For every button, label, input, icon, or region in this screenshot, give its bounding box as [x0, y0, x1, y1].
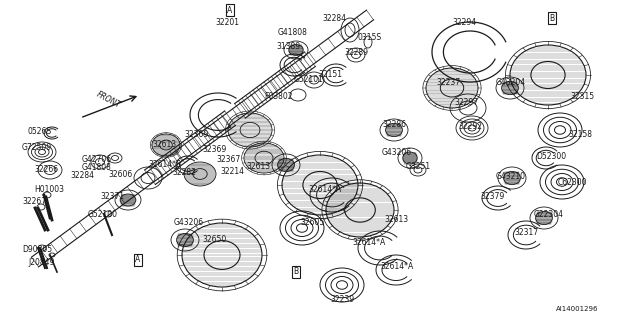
Text: G43206: G43206	[174, 218, 204, 227]
Text: 32315: 32315	[570, 92, 594, 101]
Text: 32297: 32297	[454, 98, 478, 107]
Text: 32289: 32289	[344, 48, 368, 57]
Text: 32613: 32613	[246, 162, 270, 171]
Text: 32267: 32267	[22, 197, 46, 206]
Text: A: A	[227, 5, 232, 14]
Text: G52101: G52101	[294, 75, 324, 84]
Text: 32201: 32201	[215, 18, 239, 27]
Text: B: B	[293, 268, 299, 276]
Text: J20849: J20849	[28, 258, 54, 267]
Text: 32613: 32613	[384, 215, 408, 224]
Text: G43210: G43210	[496, 172, 526, 181]
Text: 32379: 32379	[480, 192, 504, 201]
Text: 32158: 32158	[568, 130, 592, 139]
Text: B: B	[549, 13, 555, 22]
Text: D52300: D52300	[536, 152, 566, 161]
Text: 32367: 32367	[216, 155, 240, 164]
Text: FRONT: FRONT	[95, 90, 122, 110]
Text: G52100: G52100	[88, 210, 118, 219]
Text: F03802: F03802	[264, 92, 292, 101]
Text: 32292: 32292	[458, 122, 482, 131]
Text: 32266: 32266	[34, 165, 58, 174]
Text: 32614*A: 32614*A	[380, 262, 413, 271]
Text: G42706: G42706	[82, 155, 112, 164]
Text: G41808: G41808	[82, 163, 112, 172]
Text: 0526S: 0526S	[28, 127, 52, 136]
Text: 32605: 32605	[300, 218, 324, 227]
Text: 32371: 32371	[100, 192, 124, 201]
Text: 32214: 32214	[220, 167, 244, 176]
Text: G43206: G43206	[382, 148, 412, 157]
Text: 32239: 32239	[330, 295, 354, 304]
Text: 32317: 32317	[514, 228, 538, 237]
Text: G22304: G22304	[534, 210, 564, 219]
Text: G43204: G43204	[496, 78, 526, 87]
Text: G72509: G72509	[22, 143, 52, 152]
Text: 32606: 32606	[108, 170, 132, 179]
Text: 32614*A: 32614*A	[308, 185, 341, 194]
Text: 31389: 31389	[276, 42, 300, 51]
Text: AI14001296: AI14001296	[556, 306, 598, 312]
Text: A: A	[136, 255, 141, 265]
Text: C62300: C62300	[558, 178, 588, 187]
Text: 32614*B: 32614*B	[148, 160, 181, 169]
Text: 32237: 32237	[436, 78, 460, 87]
Text: 32614*A: 32614*A	[352, 238, 385, 247]
Text: 32284: 32284	[70, 171, 94, 180]
Text: 32369: 32369	[202, 145, 227, 154]
Text: H01003: H01003	[34, 185, 64, 194]
Text: 32151: 32151	[318, 70, 342, 79]
Text: 32650: 32650	[202, 235, 227, 244]
Text: 32369: 32369	[184, 130, 208, 139]
Text: 32613: 32613	[152, 140, 176, 149]
Text: 32294: 32294	[452, 18, 476, 27]
Text: 32284: 32284	[322, 14, 346, 23]
Text: 0315S: 0315S	[358, 33, 382, 42]
Text: G41808: G41808	[278, 28, 308, 37]
Text: D90805: D90805	[22, 245, 52, 254]
Text: 32282: 32282	[172, 168, 196, 177]
Text: 32286: 32286	[382, 120, 406, 129]
Text: G3251: G3251	[406, 162, 431, 171]
